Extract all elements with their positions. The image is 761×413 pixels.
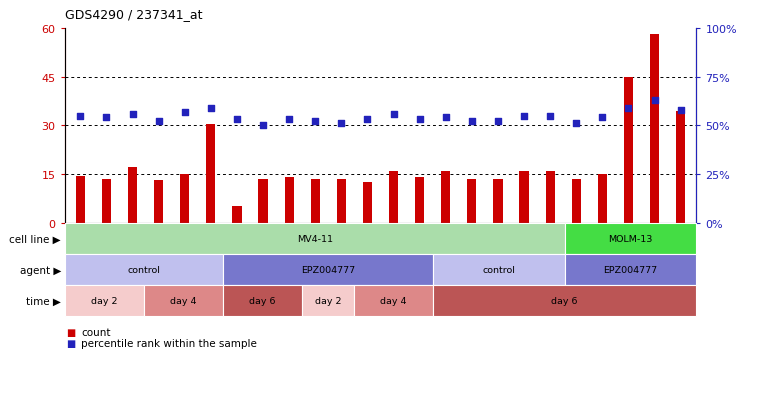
Point xyxy=(257,123,269,129)
Point xyxy=(75,113,87,119)
Bar xyxy=(598,174,607,223)
Point xyxy=(674,107,686,114)
Bar xyxy=(467,179,476,223)
Text: MOLM-13: MOLM-13 xyxy=(608,235,653,243)
Point xyxy=(622,105,635,112)
Text: GDS4290 / 237341_at: GDS4290 / 237341_at xyxy=(65,8,202,21)
Point xyxy=(492,119,504,126)
Text: ■: ■ xyxy=(66,338,75,348)
Bar xyxy=(415,178,424,223)
Text: control: control xyxy=(482,266,515,274)
Text: count: count xyxy=(81,328,111,337)
Bar xyxy=(546,171,555,223)
Bar xyxy=(310,179,320,223)
Point xyxy=(597,115,609,121)
Bar xyxy=(128,168,137,223)
Bar xyxy=(441,171,451,223)
Text: time ▶: time ▶ xyxy=(26,296,61,306)
Text: day 2: day 2 xyxy=(91,297,117,305)
Text: day 6: day 6 xyxy=(552,297,578,305)
Point xyxy=(544,113,556,119)
Point xyxy=(466,119,478,126)
Text: percentile rank within the sample: percentile rank within the sample xyxy=(81,338,257,348)
Point xyxy=(231,117,243,123)
Point xyxy=(440,115,452,121)
Point xyxy=(361,117,374,123)
Point xyxy=(283,117,295,123)
Text: ■: ■ xyxy=(66,328,75,337)
Bar xyxy=(154,181,163,223)
Text: day 6: day 6 xyxy=(249,297,275,305)
Point xyxy=(152,119,164,126)
Bar xyxy=(624,77,633,223)
Point xyxy=(387,111,400,118)
Bar xyxy=(259,179,268,223)
Bar xyxy=(363,183,372,223)
Bar xyxy=(102,179,111,223)
Bar xyxy=(76,176,85,223)
Bar xyxy=(206,124,215,223)
Text: day 4: day 4 xyxy=(380,297,407,305)
Bar xyxy=(493,179,502,223)
Point xyxy=(518,113,530,119)
Bar xyxy=(520,171,529,223)
Point xyxy=(100,115,113,121)
Text: EPZ004777: EPZ004777 xyxy=(301,266,355,274)
Text: agent ▶: agent ▶ xyxy=(20,265,61,275)
Text: control: control xyxy=(127,266,160,274)
Point xyxy=(336,121,348,127)
Text: day 4: day 4 xyxy=(170,297,196,305)
Point xyxy=(413,117,425,123)
Bar xyxy=(676,112,685,223)
Point xyxy=(126,111,139,118)
Bar xyxy=(337,179,346,223)
Point xyxy=(179,109,191,116)
Bar xyxy=(232,207,241,223)
Text: EPZ004777: EPZ004777 xyxy=(603,266,658,274)
Text: cell line ▶: cell line ▶ xyxy=(9,234,61,244)
Bar xyxy=(389,171,398,223)
Point xyxy=(648,97,661,104)
Bar xyxy=(180,174,189,223)
Point xyxy=(205,105,217,112)
Text: day 2: day 2 xyxy=(314,297,341,305)
Point xyxy=(570,121,582,127)
Point xyxy=(309,119,321,126)
Bar xyxy=(285,178,294,223)
Bar xyxy=(572,179,581,223)
Bar xyxy=(650,36,659,223)
Text: MV4-11: MV4-11 xyxy=(297,235,333,243)
